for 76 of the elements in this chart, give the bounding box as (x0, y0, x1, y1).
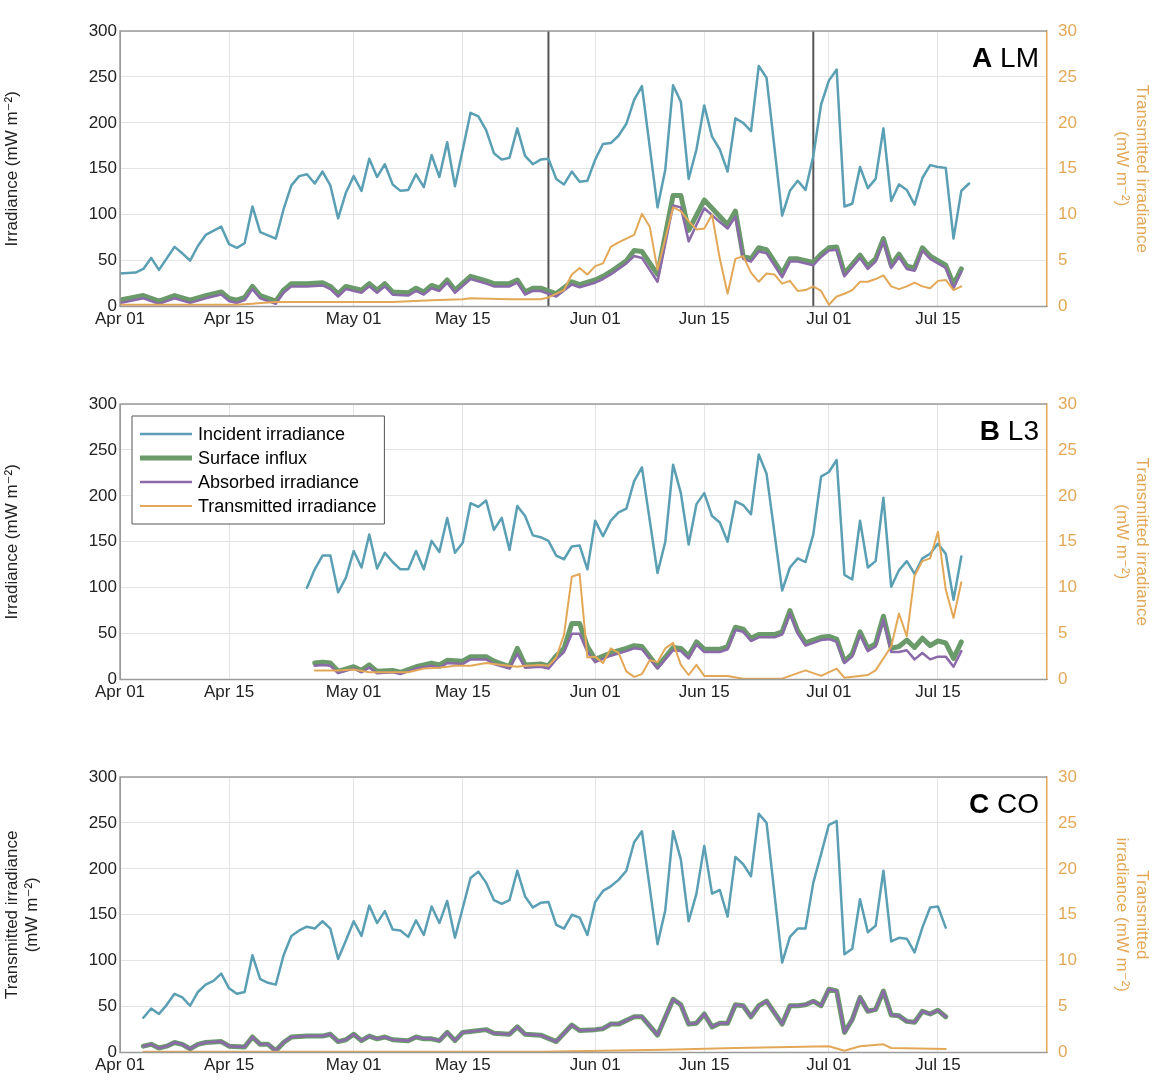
y-tick-label: 250 (88, 66, 117, 86)
y2-tick-label: 0 (1058, 1042, 1068, 1062)
y2-axis-title: Transmitted irradiance (mW m⁻²) (1112, 84, 1153, 254)
y2-tick-label: 5 (1058, 623, 1068, 643)
y2-tick-label: 25 (1058, 439, 1077, 459)
y2-tick-label: 20 (1058, 858, 1077, 878)
y2-tick-label: 30 (1058, 393, 1077, 413)
x-tick-label: Apr 15 (204, 309, 255, 329)
x-tick-label: May 01 (325, 682, 382, 702)
y2-tick-label: 10 (1058, 204, 1077, 224)
y-tick-label: 250 (88, 812, 117, 832)
chart-title: C CO (969, 788, 1039, 819)
y-tick-label: 50 (98, 623, 117, 643)
y2-tick-label: 15 (1058, 158, 1077, 178)
x-tick-label: Apr 15 (204, 1055, 255, 1075)
y2-tick-label: 30 (1058, 766, 1077, 786)
y2-tick-label: 0 (1058, 669, 1068, 689)
legend-label: Absorbed irradiance (198, 471, 360, 492)
y-tick-label: 50 (98, 996, 117, 1016)
x-tick-label: Jun 01 (569, 1055, 621, 1075)
y-tick-label: 150 (88, 158, 117, 178)
chart-title: B L3 (979, 415, 1040, 446)
y2-tick-label: 15 (1058, 904, 1077, 924)
x-tick-label: May 01 (325, 1055, 382, 1075)
y2-tick-label: 25 (1058, 66, 1077, 86)
x-tick-label: Jul 15 (915, 309, 961, 329)
y-axis-title: Irradiance (mW m⁻²) (1, 91, 21, 247)
y2-axis-title: Transmitted irradiance (mW m⁻²) (1112, 457, 1153, 627)
x-tick-label: May 15 (434, 309, 491, 329)
y2-tick-label: 5 (1058, 996, 1068, 1016)
y-tick-label: 100 (88, 950, 117, 970)
y-tick-label: 200 (88, 112, 117, 132)
legend-label: Transmitted irradiance (198, 495, 377, 516)
y-tick-label: 50 (98, 250, 117, 270)
x-tick-label: Apr 15 (204, 682, 255, 702)
x-tick-label: Jul 01 (806, 309, 852, 329)
legend-label: Surface influx (198, 447, 308, 468)
y-tick-label: 250 (88, 439, 117, 459)
x-tick-label: Jul 01 (806, 682, 852, 702)
y-tick-label: 0 (107, 1042, 117, 1062)
y2-tick-label: 10 (1058, 577, 1077, 597)
y-tick-label: 300 (88, 393, 117, 413)
x-tick-label: Jun 15 (678, 1055, 730, 1075)
y-tick-label: 0 (107, 669, 117, 689)
y2-axis-title: Transmitted irradiance (mW m⁻²) (1112, 837, 1153, 993)
x-tick-label: May 15 (434, 682, 491, 702)
x-tick-label: Jun 01 (569, 682, 621, 702)
x-tick-label: Jun 15 (678, 682, 730, 702)
y-tick-label: 0 (107, 296, 117, 316)
y-axis-title: Irradiance (mW m⁻²) (1, 464, 21, 620)
y-tick-label: 100 (88, 204, 117, 224)
x-tick-label: Jun 15 (678, 309, 730, 329)
y-tick-label: 300 (88, 766, 117, 786)
y-tick-label: 200 (88, 485, 117, 505)
x-tick-label: Jun 01 (569, 309, 621, 329)
y2-tick-label: 20 (1058, 112, 1077, 132)
x-tick-label: Jul 15 (915, 1055, 961, 1075)
y2-tick-label: 0 (1058, 296, 1068, 316)
y-tick-label: 100 (88, 577, 117, 597)
x-tick-label: May 15 (434, 1055, 491, 1075)
legend-label: Incident irradiance (198, 423, 346, 444)
x-tick-label: May 01 (325, 309, 382, 329)
y2-tick-label: 10 (1058, 950, 1077, 970)
y2-tick-label: 25 (1058, 812, 1077, 832)
y2-tick-label: 15 (1058, 531, 1077, 551)
y2-tick-label: 20 (1058, 485, 1077, 505)
y-tick-label: 200 (88, 858, 117, 878)
y-axis-title: Transmitted irradiance (mW m⁻²) (1, 830, 42, 1000)
y-tick-label: 300 (88, 20, 117, 40)
y2-tick-label: 5 (1058, 250, 1068, 270)
y2-tick-label: 30 (1058, 20, 1077, 40)
x-tick-label: Jul 15 (915, 682, 961, 702)
x-tick-label: Jul 01 (806, 1055, 852, 1075)
y-tick-label: 150 (88, 531, 117, 551)
y-tick-label: 150 (88, 904, 117, 924)
chart-title: A LM (972, 42, 1040, 73)
